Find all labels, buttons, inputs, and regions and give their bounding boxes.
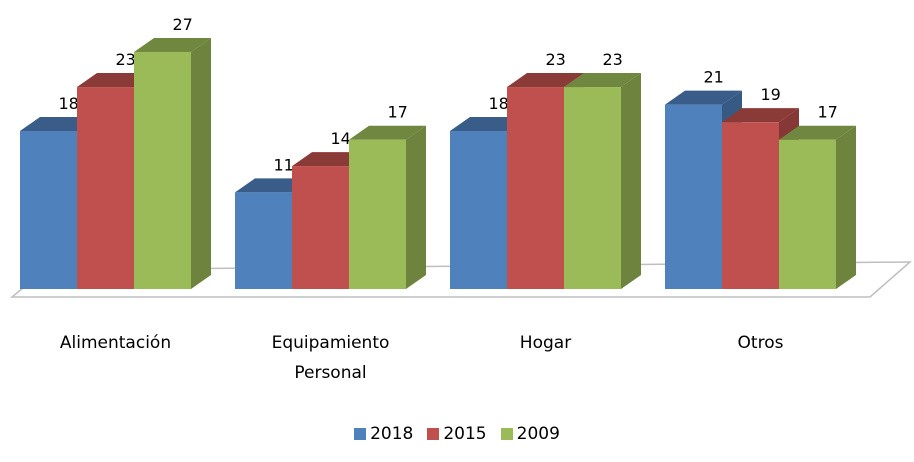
x-tick-label: Hogar	[519, 333, 572, 353]
bar-side	[836, 125, 856, 290]
value-label: 23	[546, 50, 566, 69]
value-label: 17	[388, 103, 408, 122]
legend-label: 2015	[443, 424, 487, 444]
bar-top	[722, 108, 799, 123]
value-label: 11	[274, 155, 294, 174]
legend-swatch	[500, 428, 513, 440]
bar-side	[406, 125, 426, 290]
bar-top	[564, 73, 641, 88]
value-label: 17	[818, 103, 838, 122]
legend-item: 2009	[500, 424, 560, 444]
legend-item: 2015	[427, 424, 487, 444]
legend-label: 2009	[516, 424, 560, 444]
bar	[779, 125, 856, 290]
bar-front	[564, 87, 621, 289]
x-tick-label: Equipamiento Personal	[271, 333, 390, 383]
value-label: 14	[331, 129, 351, 148]
bar-front	[349, 139, 406, 289]
bar-top	[507, 73, 584, 88]
legend-label: 2018	[370, 424, 414, 444]
value-label: 18	[59, 94, 79, 113]
value-label: 18	[489, 94, 509, 113]
bar-front	[450, 130, 507, 289]
bar-top	[779, 125, 856, 140]
bar-front	[235, 192, 292, 289]
legend: 2018 2015 2009	[0, 424, 914, 444]
bar-top	[134, 37, 211, 52]
bar-front	[20, 130, 77, 289]
bar-top	[665, 90, 742, 105]
value-label: 23	[116, 50, 136, 69]
value-label: 23	[603, 50, 623, 69]
bar	[564, 73, 641, 289]
bar	[349, 125, 426, 290]
bar	[134, 37, 211, 289]
legend-item: 2018	[354, 424, 413, 444]
bar-side	[191, 37, 211, 289]
bar-front	[77, 87, 134, 289]
legend-swatch	[354, 428, 367, 440]
bar-front	[779, 139, 836, 289]
x-tick-label: Otros	[737, 333, 784, 353]
bar-front	[292, 166, 349, 289]
bar-front	[134, 51, 191, 289]
value-label: 19	[761, 85, 781, 104]
x-tick-label: Alimentación	[59, 333, 172, 353]
legend-swatch	[427, 428, 440, 440]
bar-front	[722, 122, 779, 290]
bar-front	[665, 104, 722, 290]
value-label: 21	[704, 68, 724, 87]
value-label: 27	[173, 15, 193, 34]
bar-side	[621, 73, 641, 289]
bar-top	[349, 125, 426, 140]
bar-front	[507, 87, 564, 289]
